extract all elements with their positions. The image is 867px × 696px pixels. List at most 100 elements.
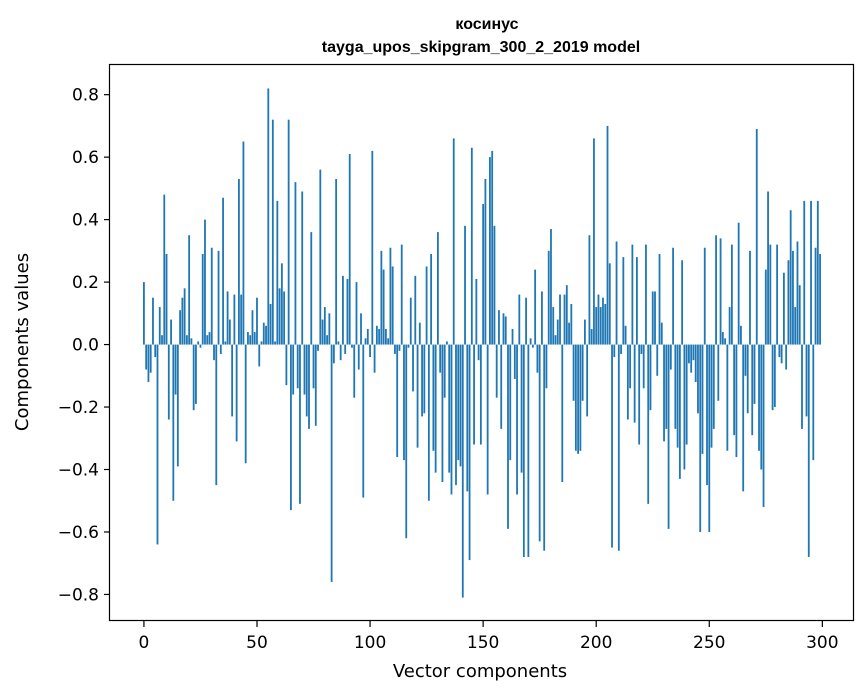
bar-286 — [789, 210, 792, 345]
bar-76 — [314, 344, 317, 426]
bar-226 — [654, 291, 656, 345]
bar-228 — [658, 253, 661, 345]
bar-197 — [588, 235, 591, 345]
bar-115 — [403, 344, 405, 461]
bar-28 — [206, 335, 209, 345]
bar-6 — [156, 344, 159, 545]
bar-181 — [552, 307, 555, 345]
bar-117 — [407, 344, 410, 348]
bar-255 — [719, 238, 722, 345]
bar-41 — [235, 344, 238, 442]
bar-11 — [167, 344, 170, 420]
bar-114 — [400, 244, 403, 345]
bar-106 — [382, 269, 385, 345]
bar-118 — [409, 297, 412, 345]
bar-214 — [626, 344, 629, 420]
bar-269 — [751, 344, 754, 436]
bar-176 — [541, 291, 543, 345]
bar-124 — [423, 344, 426, 414]
bar-128 — [432, 344, 435, 451]
bar-16 — [179, 310, 182, 345]
bar-84 — [332, 344, 335, 364]
bar-60 — [278, 288, 281, 345]
bar-159 — [502, 313, 505, 345]
bar-233 — [669, 344, 672, 370]
bar-175 — [538, 344, 541, 542]
bar-129 — [434, 344, 437, 473]
bar-187 — [565, 285, 568, 345]
bar-131 — [439, 344, 442, 373]
bar-97 — [362, 344, 365, 498]
bar-179 — [547, 250, 550, 345]
bar-292 — [803, 200, 806, 345]
y-tick-label: 0.6 — [72, 148, 99, 168]
bar-143 — [466, 344, 469, 492]
bar-153 — [489, 157, 491, 345]
bar-198 — [590, 328, 593, 345]
bar-22 — [192, 344, 195, 411]
bar-171 — [529, 338, 532, 345]
bar-34 — [219, 344, 222, 354]
bar-200 — [595, 307, 598, 345]
bar-184 — [559, 294, 561, 345]
y-tick-label: 0.4 — [72, 211, 99, 231]
chart-title-line-1: косинус — [455, 16, 518, 33]
bar-199 — [593, 138, 595, 345]
bar-244 — [694, 344, 697, 383]
bar-147 — [475, 278, 478, 345]
bar-108 — [387, 338, 390, 345]
bar-86 — [337, 341, 340, 345]
bar-178 — [545, 344, 548, 389]
bar-162 — [509, 344, 512, 461]
bar-191 — [574, 344, 577, 451]
bar-250 — [708, 344, 711, 532]
bar-299 — [819, 253, 821, 345]
bar-49 — [253, 332, 256, 345]
bar-15 — [176, 344, 179, 467]
bar-246 — [699, 344, 702, 532]
bar-38 — [228, 319, 231, 345]
bar-0 — [143, 282, 145, 345]
bar-68 — [296, 344, 299, 389]
bar-132 — [441, 344, 444, 482]
bar-258 — [726, 344, 729, 451]
x-tick-label: 200 — [580, 633, 612, 653]
bar-219 — [638, 344, 641, 445]
bar-194 — [581, 344, 584, 401]
bar-126 — [427, 344, 430, 501]
bar-289 — [796, 241, 799, 345]
bar-169 — [525, 297, 528, 345]
bar-150 — [482, 204, 485, 345]
y-tick-label: −0.8 — [58, 585, 99, 605]
bar-274 — [762, 344, 765, 507]
bar-225 — [651, 291, 654, 345]
bar-119 — [412, 344, 414, 392]
bar-135 — [448, 344, 451, 473]
bar-90 — [346, 278, 349, 345]
bar-88 — [342, 275, 344, 345]
bar-195 — [583, 319, 586, 345]
bar-182 — [554, 335, 557, 345]
bar-2 — [147, 344, 150, 383]
bar-29 — [208, 332, 211, 345]
bar-211 — [620, 344, 622, 354]
bar-45 — [244, 344, 247, 464]
bar-134 — [446, 341, 448, 345]
bar-193 — [579, 344, 582, 451]
bar-216 — [631, 244, 634, 345]
bar-215 — [629, 344, 632, 389]
bar-271 — [755, 129, 758, 345]
bar-93 — [353, 344, 356, 398]
bar-190 — [572, 344, 575, 401]
bar-5 — [154, 344, 157, 358]
bar-52 — [260, 341, 263, 345]
bar-158 — [500, 344, 503, 429]
bar-157 — [498, 310, 500, 345]
bar-218 — [636, 257, 638, 345]
bar-205 — [606, 125, 609, 345]
bar-163 — [511, 328, 514, 345]
bar-166 — [518, 294, 521, 345]
bar-27 — [204, 219, 206, 345]
bar-4 — [152, 297, 154, 345]
bar-188 — [568, 322, 570, 345]
